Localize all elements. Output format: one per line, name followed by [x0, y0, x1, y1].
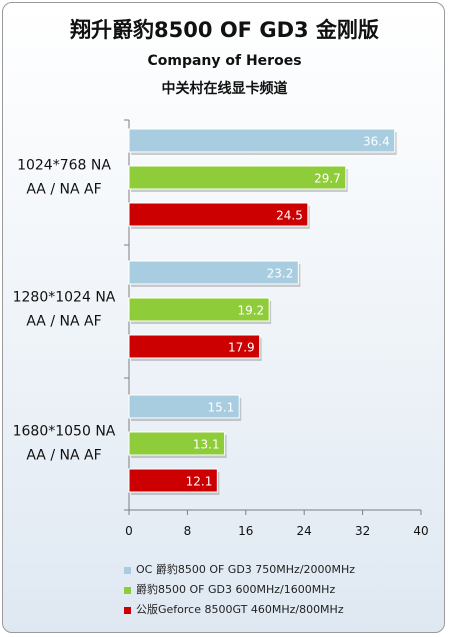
- legend-label-2: 爵豹8500 OF GD3 600MHz/1600MHz: [136, 583, 336, 596]
- bar: [128, 165, 347, 190]
- x-tick-label: 8: [184, 524, 192, 538]
- category-label: AA / NA AF: [26, 314, 101, 330]
- x-tick-label: 0: [125, 524, 133, 538]
- bar-value-label: 15.1: [208, 401, 235, 415]
- bar-value-label: 17.9: [228, 341, 255, 355]
- bar-value-label: 29.7: [314, 172, 341, 186]
- category-label: AA / NA AF: [26, 448, 101, 464]
- bar-value-label: 24.5: [276, 209, 303, 223]
- legend-swatch-3: [124, 606, 131, 614]
- chart-title: 翔升爵豹8500 OF GD3 金刚版: [70, 18, 379, 42]
- bar: [128, 128, 396, 153]
- bar-value-label: 36.4: [363, 135, 390, 149]
- x-tick-label: 24: [297, 524, 312, 538]
- category-label: 1280*1024 NA: [13, 290, 116, 306]
- bar: [128, 394, 240, 419]
- bar-value-label: 13.1: [193, 438, 220, 452]
- bar: [128, 334, 261, 359]
- category-label: AA / NA AF: [26, 182, 101, 198]
- legend-item-series-1: OC 爵豹8500 OF GD3 750MHz/2000MHz: [124, 560, 355, 580]
- legend-item-series-2: 爵豹8500 OF GD3 600MHz/1600MHz: [124, 580, 355, 600]
- chart-source: 中关村在线显卡频道: [161, 81, 288, 97]
- bar-value-label: 23.2: [267, 267, 294, 281]
- legend-swatch-1: [124, 566, 131, 574]
- bar-value-label: 19.2: [237, 304, 264, 318]
- bar: [128, 468, 218, 493]
- bar: [128, 260, 299, 285]
- x-tick-label: 40: [413, 524, 428, 538]
- legend-item-series-3: 公版Geforce 8500GT 460MHz/800MHz: [124, 600, 355, 620]
- bar: [128, 431, 226, 456]
- chart-subtitle: Company of Heroes: [147, 53, 302, 69]
- bar-value-label: 12.1: [186, 475, 213, 489]
- bar: [128, 202, 309, 227]
- category-label: 1024*768 NA: [17, 158, 111, 174]
- bar: [128, 297, 270, 322]
- legend: OC 爵豹8500 OF GD3 750MHz/2000MHz 爵豹8500 O…: [124, 560, 355, 620]
- legend-label-3: 公版Geforce 8500GT 460MHz/800MHz: [136, 603, 344, 616]
- legend-swatch-2: [124, 586, 131, 594]
- x-tick-label: 16: [238, 524, 253, 538]
- legend-label-1: OC 爵豹8500 OF GD3 750MHz/2000MHz: [136, 563, 356, 576]
- category-label: 1680*1050 NA: [13, 424, 116, 440]
- x-tick-label: 32: [355, 524, 370, 538]
